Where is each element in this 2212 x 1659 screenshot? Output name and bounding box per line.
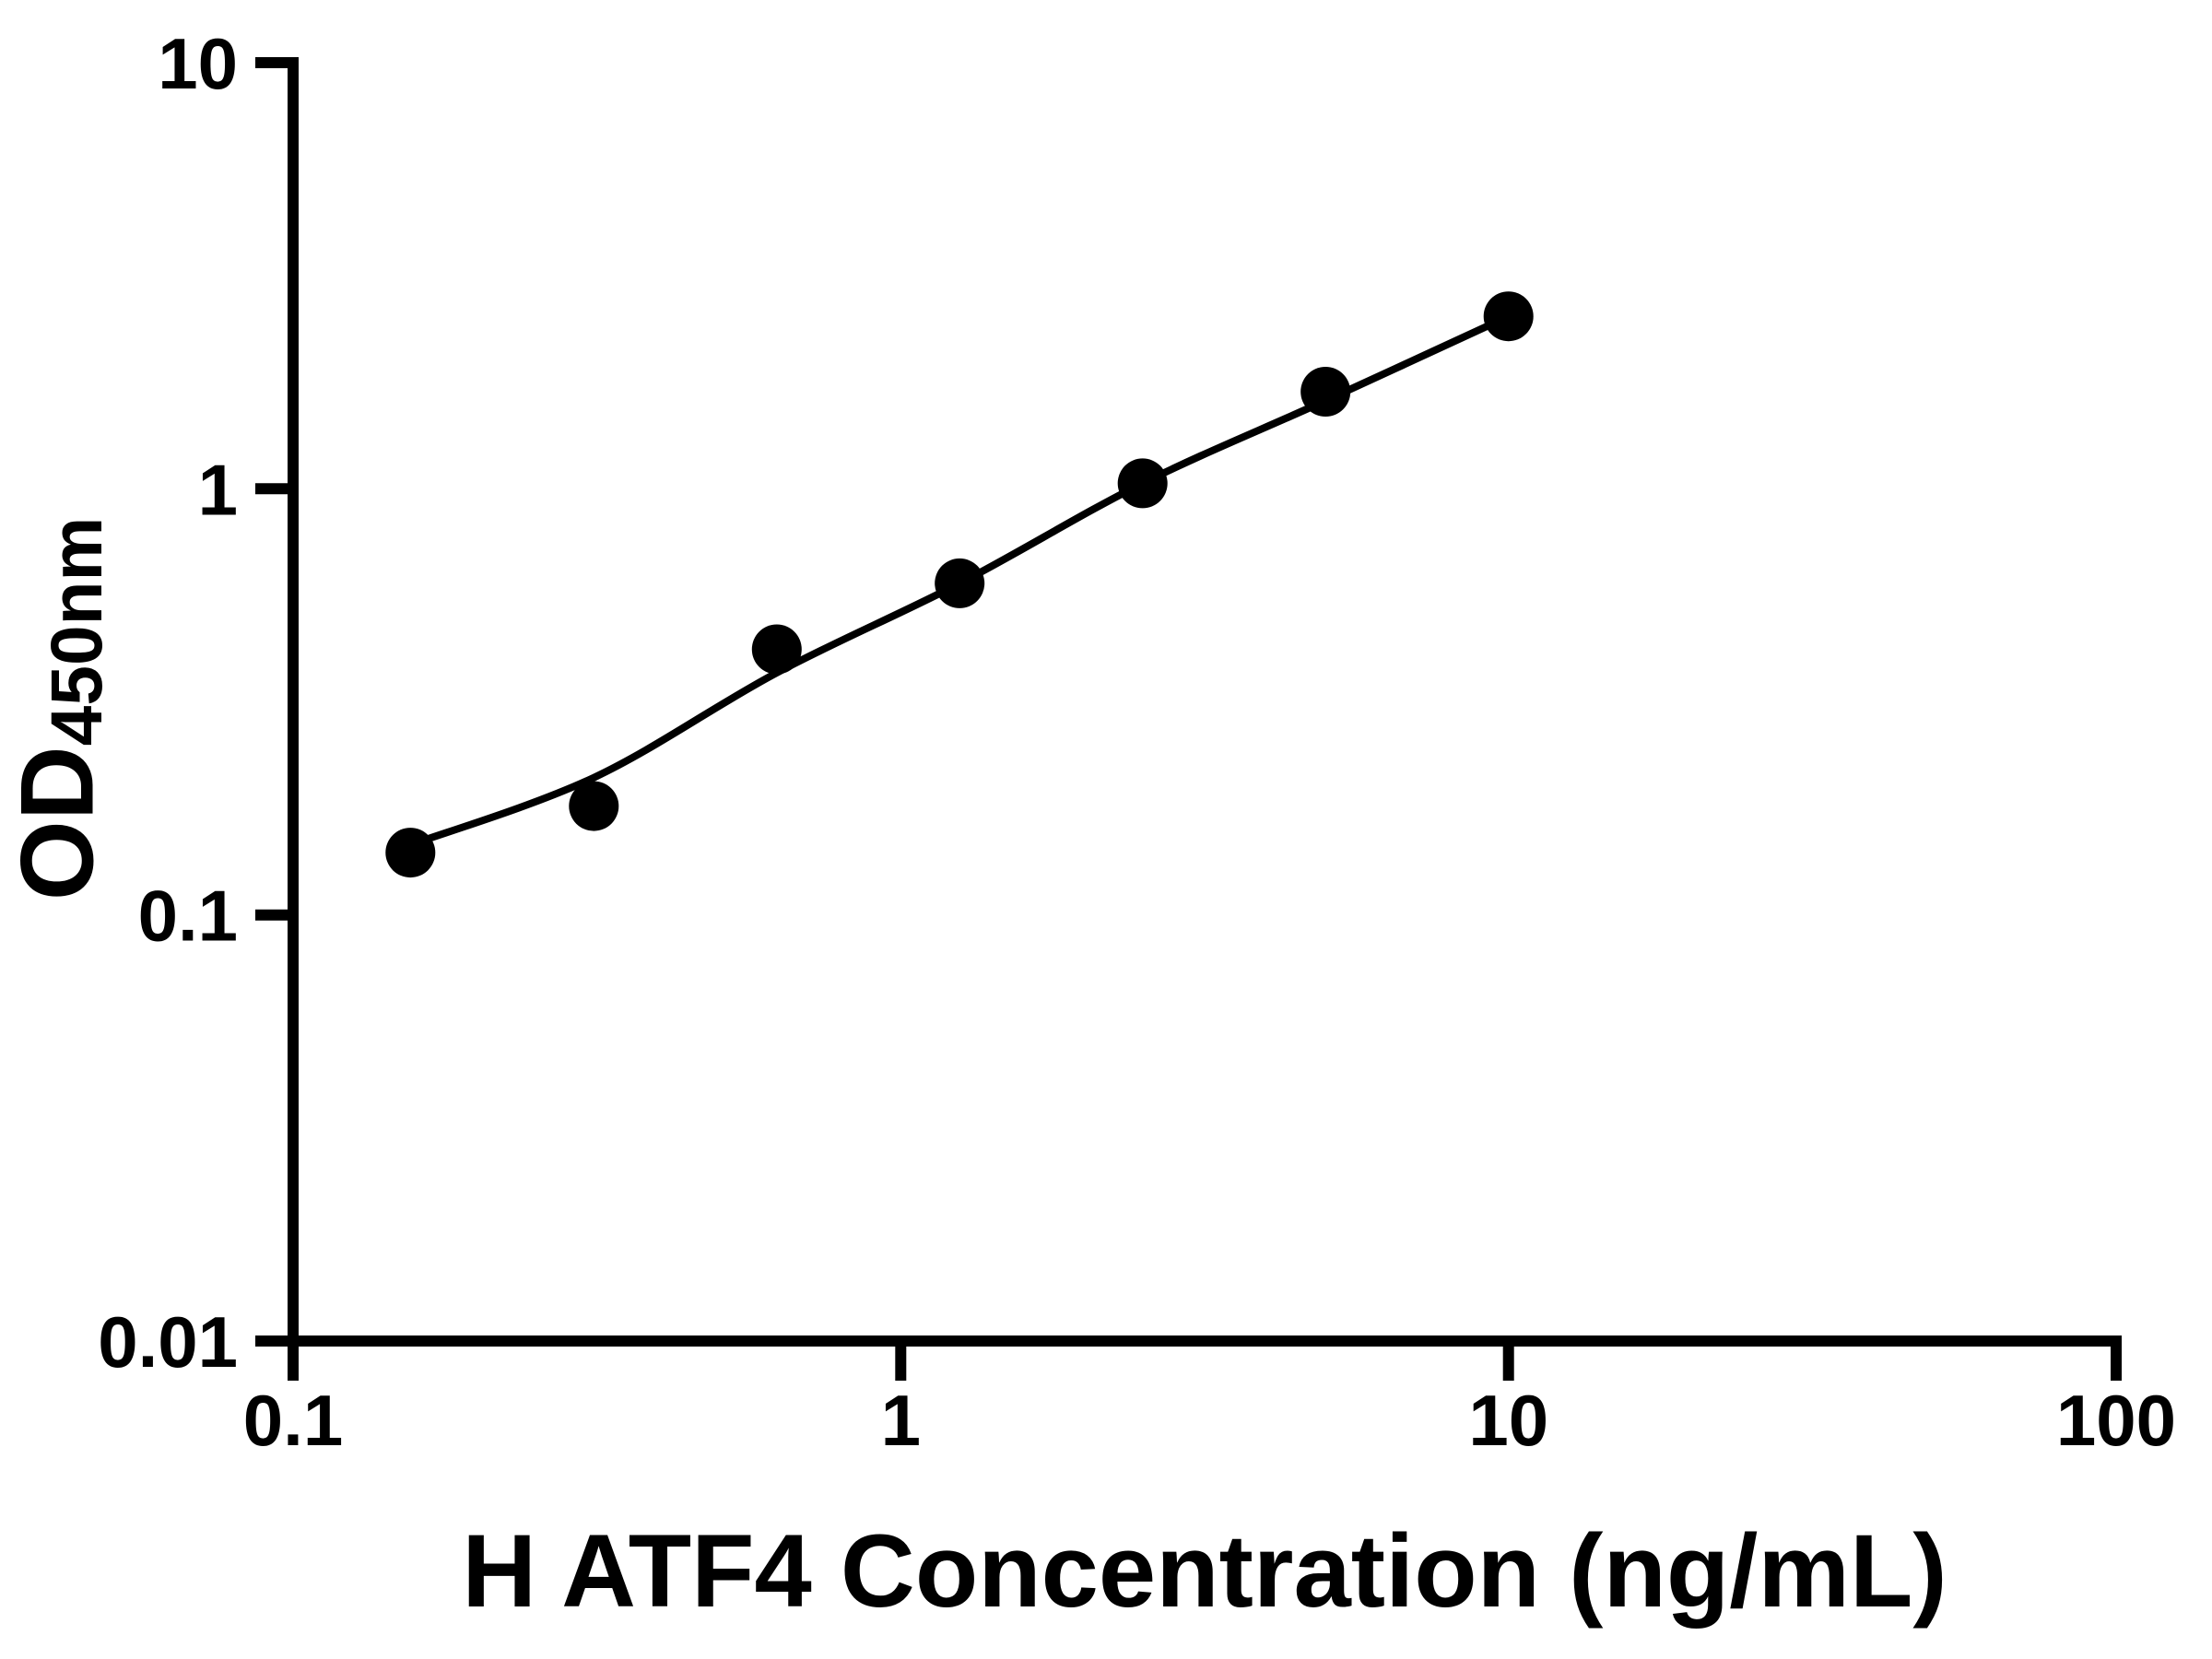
x-tick-label: 1 [881, 1380, 921, 1461]
y-tick-label: 0.01 [98, 1301, 238, 1382]
data-point-marker [385, 828, 436, 878]
x-axis-title-text: H ATF4 Concentration (ng/mL) [462, 1513, 1947, 1629]
data-point-marker [935, 558, 985, 608]
data-point-marker [569, 781, 619, 831]
x-tick-label: 0.1 [243, 1380, 343, 1461]
y-axis-title-subscript: 450nm [35, 516, 117, 747]
x-axis-title: H ATF4 Concentration (ng/mL) [293, 1512, 2116, 1630]
data-point-marker [1300, 367, 1351, 417]
data-point-marker [1483, 291, 1534, 342]
data-point-marker [1117, 458, 1168, 509]
y-tick-label: 0.1 [138, 876, 238, 957]
y-axis-title: OD450nm [0, 517, 117, 900]
data-point-marker [751, 624, 802, 675]
y-tick-label: 1 [198, 449, 238, 530]
y-axis-title-main: OD [0, 746, 115, 901]
x-tick-label: 100 [2056, 1380, 2176, 1461]
x-tick-label: 10 [1468, 1380, 1548, 1461]
y-tick-label: 10 [158, 23, 238, 104]
